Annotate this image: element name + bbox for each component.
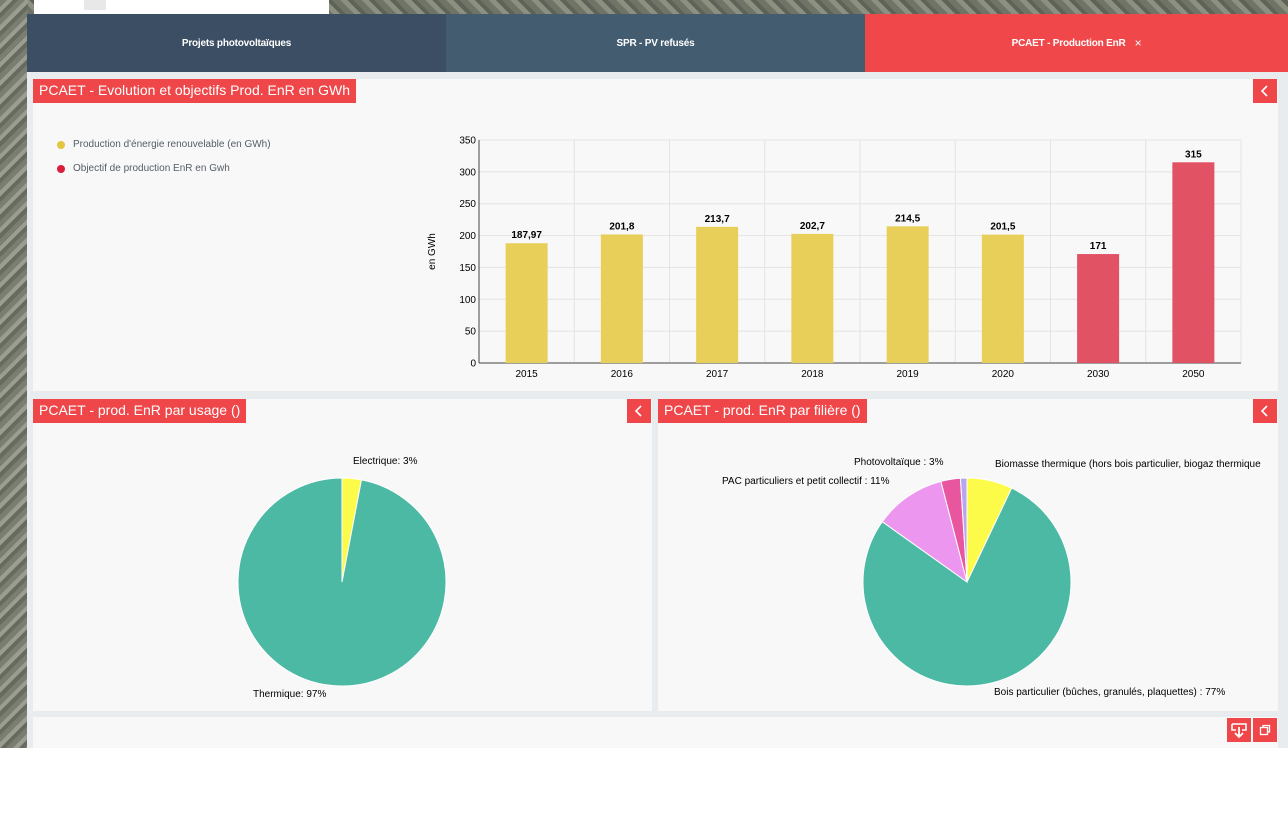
map-background-left <box>0 0 28 748</box>
legend-item-objectif[interactable]: Objectif de production EnR en Gwh <box>57 163 230 174</box>
data-label: 213,7 <box>705 214 730 225</box>
card-title: PCAET - Evolution et objectifs Prod. EnR… <box>33 79 356 103</box>
card-title: PCAET - prod. EnR par filière () <box>658 399 867 423</box>
download-button[interactable] <box>1227 718 1251 742</box>
map-header-bar <box>34 0 329 14</box>
collapse-button[interactable] <box>1253 79 1277 103</box>
y-tick-label: 300 <box>459 167 476 178</box>
tab-label: Projets photovoltaïques <box>181 37 292 49</box>
data-label: 201,8 <box>609 221 634 232</box>
x-tick-label: 2019 <box>897 369 920 380</box>
legend-label: Objectif de production EnR en Gwh <box>73 163 230 174</box>
chevron-left-icon <box>1260 405 1268 417</box>
card-evolution: PCAET - Evolution et objectifs Prod. EnR… <box>33 79 1278 391</box>
legend-dot <box>57 164 65 173</box>
dashboard-panel: Projets photovoltaïques SPR - PV refusés… <box>27 14 1288 748</box>
pie-slice <box>959 477 968 583</box>
pie-slice <box>881 480 968 584</box>
data-label: 202,7 <box>800 221 825 232</box>
y-axis-label: en GWh <box>427 233 438 270</box>
pie-label: Biomasse thermique (hors bois particulie… <box>995 459 1261 470</box>
card-bottom <box>33 717 1278 748</box>
pie-slice <box>237 477 447 687</box>
pie-chart-usage: Electrique: 3% Thermique: 97% <box>237 456 447 700</box>
chevron-left-icon <box>1260 85 1268 97</box>
expand-button[interactable] <box>1253 718 1277 742</box>
x-tick-label: 2015 <box>516 369 539 380</box>
x-tick-label: 2050 <box>1182 369 1205 380</box>
data-label: 201,5 <box>990 222 1015 233</box>
tab-pcaet-production-enr[interactable]: PCAET - Production EnR × <box>865 14 1288 72</box>
legend-item-production[interactable]: Production d'énergie renouvelable (en GW… <box>57 139 271 150</box>
x-tick-label: 2017 <box>706 369 729 380</box>
data-label: 315 <box>1185 149 1202 160</box>
tab-bar: Projets photovoltaïques SPR - PV refusés… <box>27 14 1288 72</box>
card-filiere: PCAET - prod. EnR par filière () Biomass… <box>658 399 1278 711</box>
y-tick-label: 150 <box>459 263 476 274</box>
tab-label: PCAET - Production EnR <box>1011 37 1126 49</box>
tab-spr-pv-refuses[interactable]: SPR - PV refusés <box>446 14 865 72</box>
pie-label: Bois particulier (bûches, granulés, plaq… <box>994 687 1225 698</box>
collapse-button[interactable] <box>1253 399 1277 423</box>
pie-slice <box>862 487 1072 687</box>
y-tick-label: 350 <box>459 136 476 147</box>
chevron-left-icon <box>634 405 642 417</box>
bar-2030 <box>1077 254 1120 363</box>
tab-projets-photovoltaiques[interactable]: Projets photovoltaïques <box>27 14 446 72</box>
data-label: 214,5 <box>895 213 920 224</box>
legend-dot <box>57 140 65 149</box>
bar-2017 <box>696 226 739 363</box>
y-tick-label: 0 <box>470 359 476 370</box>
y-tick-label: 50 <box>465 327 477 338</box>
card-title: PCAET - prod. EnR par usage () <box>33 399 247 423</box>
bar-2018 <box>791 233 834 363</box>
y-tick-label: 250 <box>459 199 476 210</box>
bar-chart: 0 50 100 150 200 250 300 350 en GWh 187,97 201,8 21… <box>427 136 1242 380</box>
data-label: 187,97 <box>511 230 542 241</box>
x-tick-label: 2030 <box>1087 369 1110 380</box>
x-tick-label: 2020 <box>992 369 1015 380</box>
bar-2050 <box>1172 162 1215 363</box>
pie-label: Photovoltaïque : 3% <box>854 457 944 468</box>
close-icon[interactable]: × <box>1134 36 1142 50</box>
bar-2016 <box>600 234 643 363</box>
y-tick-label: 200 <box>459 231 476 242</box>
pie-label: Electrique: 3% <box>353 456 418 467</box>
x-tick-label: 2018 <box>801 369 824 380</box>
pie-label: PAC particuliers et petit collectif : 11… <box>722 476 890 487</box>
pie-chart-filiere: Biomasse thermique (hors bois particulie… <box>722 457 1261 698</box>
x-tick-label: 2016 <box>611 369 634 380</box>
pie-label: Thermique: 97% <box>253 689 326 700</box>
bar-2015 <box>505 243 548 363</box>
download-icon <box>1231 723 1247 739</box>
y-tick-label: 100 <box>459 295 476 306</box>
tab-label: SPR - PV refusés <box>616 37 695 49</box>
bar-2019 <box>886 226 929 363</box>
card-usage: PCAET - prod. EnR par usage () Electriqu… <box>33 399 652 711</box>
data-label: 171 <box>1090 241 1107 252</box>
window-icon <box>1259 724 1271 736</box>
map-header-tab <box>84 0 106 10</box>
collapse-button[interactable] <box>627 399 651 423</box>
bar-2020 <box>981 234 1024 363</box>
legend-label: Production d'énergie renouvelable (en GW… <box>73 139 271 150</box>
